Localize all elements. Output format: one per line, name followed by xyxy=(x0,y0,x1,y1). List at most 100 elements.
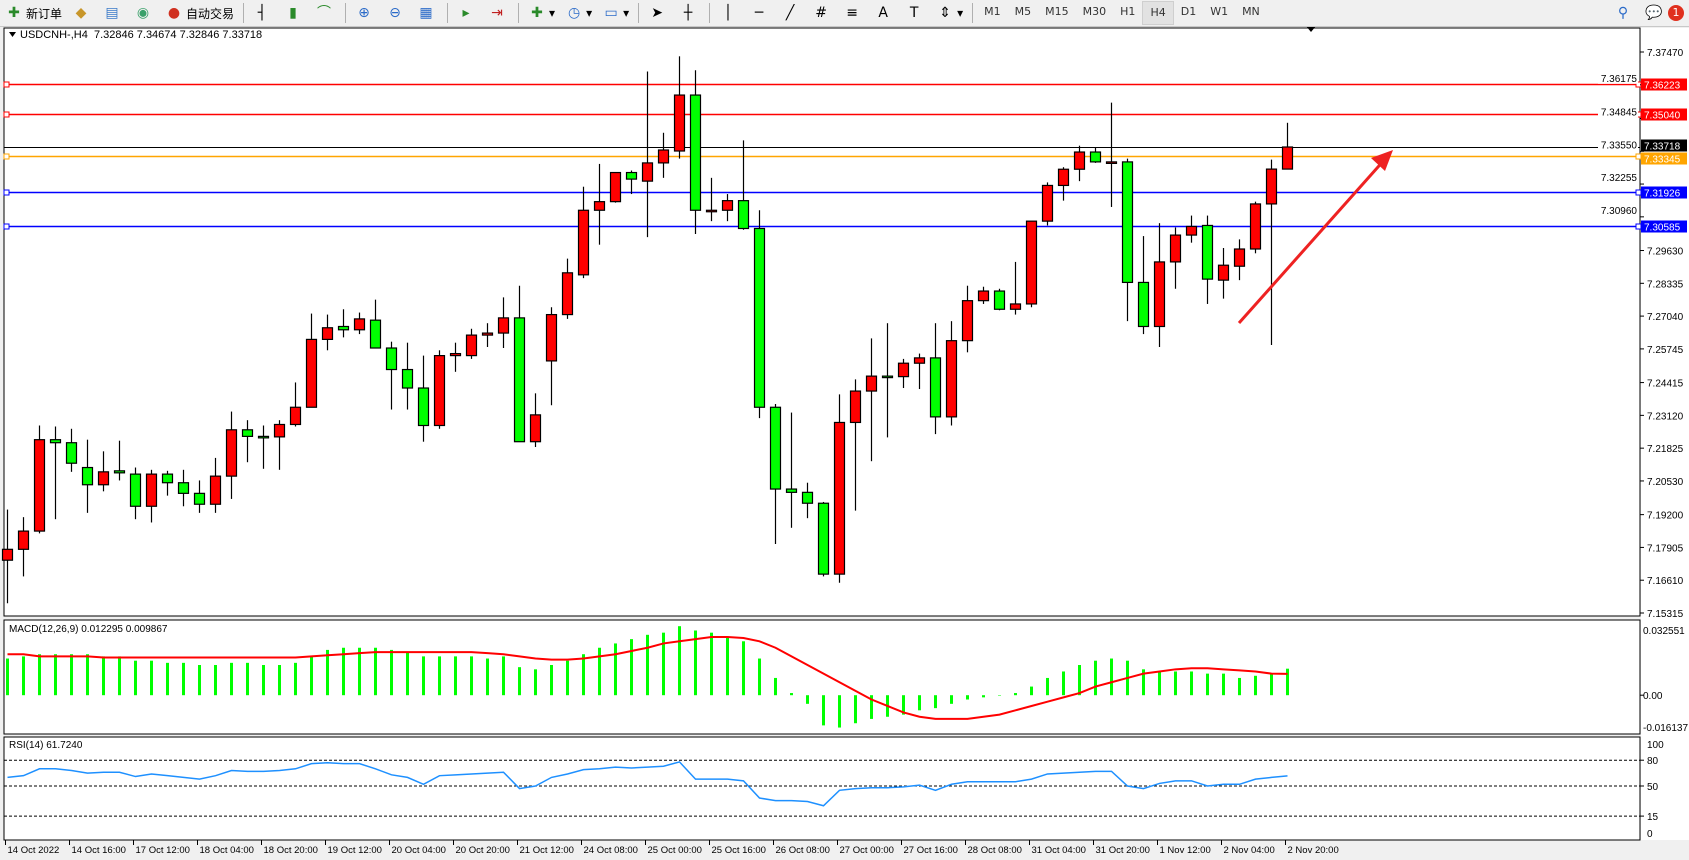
candle-bearish[interactable] xyxy=(193,492,206,505)
candle-bearish[interactable] xyxy=(625,171,638,180)
text-button[interactable]: A xyxy=(870,2,899,24)
candle-bearish[interactable] xyxy=(993,290,1006,310)
candle-bullish[interactable] xyxy=(1265,168,1278,205)
candle-bullish[interactable] xyxy=(561,272,574,316)
candle-bullish[interactable] xyxy=(1233,248,1246,267)
candle-bullish[interactable] xyxy=(865,375,878,392)
candle-bullish[interactable] xyxy=(17,530,30,550)
trendline-button[interactable]: ╱ xyxy=(777,2,806,24)
candle-bullish[interactable] xyxy=(1073,151,1086,170)
level-line-handle[interactable] xyxy=(1635,223,1642,230)
candle-bearish[interactable] xyxy=(177,482,190,494)
candle-bullish[interactable] xyxy=(289,406,302,426)
candle-bullish[interactable] xyxy=(545,313,558,362)
candle-bearish[interactable] xyxy=(801,491,814,504)
candle-bearish[interactable] xyxy=(369,319,382,349)
candle-bullish[interactable] xyxy=(1041,184,1054,222)
candle-bearish[interactable] xyxy=(401,368,414,389)
zoom-in-button[interactable]: ⊕ xyxy=(351,2,380,24)
candle-bearish[interactable] xyxy=(1137,281,1150,328)
candle-bullish[interactable] xyxy=(1153,261,1166,328)
candle-bullish[interactable] xyxy=(1009,303,1022,310)
candle-bullish[interactable] xyxy=(913,357,926,364)
fibonacci-retracement-button[interactable]: ≡ xyxy=(839,2,868,24)
dropdown-triangle-icon[interactable] xyxy=(9,32,16,37)
candle-bullish[interactable] xyxy=(577,209,590,276)
candle-bullish[interactable] xyxy=(449,352,462,357)
timeframe-m1[interactable]: M1 xyxy=(984,5,1001,18)
candle-bearish[interactable] xyxy=(129,473,142,507)
candle-bullish[interactable] xyxy=(497,317,510,334)
crosshair-button[interactable]: ┼ xyxy=(675,2,704,24)
level-line-handle[interactable] xyxy=(3,223,10,230)
chart-shift-marker-icon[interactable] xyxy=(1306,26,1316,32)
level-line-handle[interactable] xyxy=(1635,189,1642,196)
candle-bullish[interactable] xyxy=(1281,146,1294,170)
timeframe-h1[interactable]: H1 xyxy=(1120,5,1136,18)
candle-bearish[interactable] xyxy=(1089,151,1102,163)
zoom-out-button[interactable]: ⊖ xyxy=(382,2,411,24)
text-label-button[interactable]: T xyxy=(901,2,930,24)
candle-bearish[interactable] xyxy=(337,325,350,331)
candle-bullish[interactable] xyxy=(1105,161,1118,164)
candle-bullish[interactable] xyxy=(609,171,622,203)
candle-bearish[interactable] xyxy=(65,442,78,464)
indicators-button[interactable]: ✚ ▾ xyxy=(524,2,559,24)
candle-bullish[interactable] xyxy=(529,414,542,443)
candle-bullish[interactable] xyxy=(1057,168,1070,187)
horizontal-line-button[interactable]: ─ xyxy=(746,2,775,24)
line-chart-button[interactable]: ⌒ xyxy=(311,2,340,24)
candle-bullish[interactable] xyxy=(1169,234,1182,263)
candle-bearish[interactable] xyxy=(881,375,894,379)
candle-bullish[interactable] xyxy=(353,318,366,331)
candle-bullish[interactable] xyxy=(1,548,14,561)
search-button[interactable]: ⚲ xyxy=(1610,2,1639,24)
candle-bearish[interactable] xyxy=(737,200,750,230)
candle-bearish[interactable] xyxy=(1121,161,1134,284)
bar-chart-button[interactable]: ┤ xyxy=(249,2,278,24)
vertical-line-button[interactable]: │ xyxy=(715,2,744,24)
candle-bullish[interactable] xyxy=(833,421,846,575)
level-line-handle[interactable] xyxy=(3,189,10,196)
candle-bullish[interactable] xyxy=(305,338,318,408)
candle-bullish[interactable] xyxy=(945,340,958,418)
candle-bullish[interactable] xyxy=(721,200,734,211)
candle-bullish[interactable] xyxy=(481,332,494,336)
candle-bearish[interactable] xyxy=(161,473,174,484)
candle-bullish[interactable] xyxy=(209,475,222,505)
candle-bearish[interactable] xyxy=(929,357,942,418)
navigator-button[interactable]: ◉ xyxy=(130,2,159,24)
candle-bearish[interactable] xyxy=(417,387,430,427)
candle-bullish[interactable] xyxy=(961,300,974,342)
candle-bullish[interactable] xyxy=(673,94,686,152)
data-window-button[interactable]: ▤ xyxy=(99,2,128,24)
candle-bullish[interactable] xyxy=(705,209,718,213)
candle-bullish[interactable] xyxy=(321,327,334,341)
candle-bearish[interactable] xyxy=(49,439,62,444)
candle-bullish[interactable] xyxy=(1025,220,1038,305)
candle-bullish[interactable] xyxy=(1217,264,1230,281)
cursor-button[interactable]: ➤ xyxy=(644,2,673,24)
candle-bullish[interactable] xyxy=(465,334,478,357)
annotation-arrow-line[interactable] xyxy=(1237,157,1388,324)
notification-button[interactable]: 💬 1 xyxy=(1641,2,1688,24)
candle-bearish[interactable] xyxy=(1201,224,1214,280)
candle-bullish[interactable] xyxy=(977,290,990,302)
timeframe-m15[interactable]: M15 xyxy=(1045,5,1069,18)
autoscroll-button[interactable]: ⇥ xyxy=(484,2,513,24)
candle-bearish[interactable] xyxy=(753,227,766,408)
timeframe-m5[interactable]: M5 xyxy=(1014,5,1032,18)
timeframe-w1[interactable]: W1 xyxy=(1210,5,1229,18)
candle-bullish[interactable] xyxy=(273,423,286,438)
level-line-handle[interactable] xyxy=(1635,153,1642,160)
candle-bearish[interactable] xyxy=(513,317,526,443)
candle-bullish[interactable] xyxy=(849,390,862,424)
timeframe-d1[interactable]: D1 xyxy=(1180,5,1197,18)
arrows-button[interactable]: ⇕ ▾ xyxy=(932,2,967,24)
candle-bearish[interactable] xyxy=(81,466,94,486)
candlestick-button[interactable]: ▮ xyxy=(280,2,309,24)
candle-bearish[interactable] xyxy=(817,502,830,575)
fibonacci-expansion-button[interactable]: # xyxy=(808,2,837,24)
candle-bullish[interactable] xyxy=(145,473,158,507)
candle-bearish[interactable] xyxy=(769,406,782,490)
